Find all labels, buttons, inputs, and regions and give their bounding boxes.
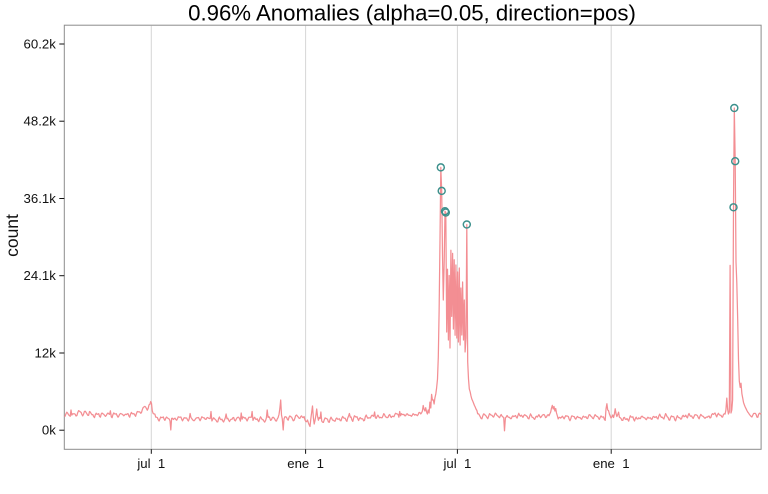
svg-text:ene 1: ene 1: [287, 456, 324, 471]
svg-text:count: count: [2, 214, 22, 257]
svg-text:ene 1: ene 1: [593, 456, 630, 471]
svg-text:24.1k: 24.1k: [24, 268, 57, 283]
svg-text:12k: 12k: [35, 345, 57, 360]
svg-text:jul 1: jul 1: [442, 456, 471, 471]
svg-text:0k: 0k: [42, 423, 56, 438]
svg-text:36.1k: 36.1k: [24, 191, 57, 206]
svg-text:60.2k: 60.2k: [24, 36, 57, 51]
svg-text:0.96% Anomalies (alpha=0.05, d: 0.96% Anomalies (alpha=0.05, direction=p…: [188, 0, 636, 25]
svg-text:jul 1: jul 1: [136, 456, 165, 471]
svg-text:48.2k: 48.2k: [24, 114, 57, 129]
